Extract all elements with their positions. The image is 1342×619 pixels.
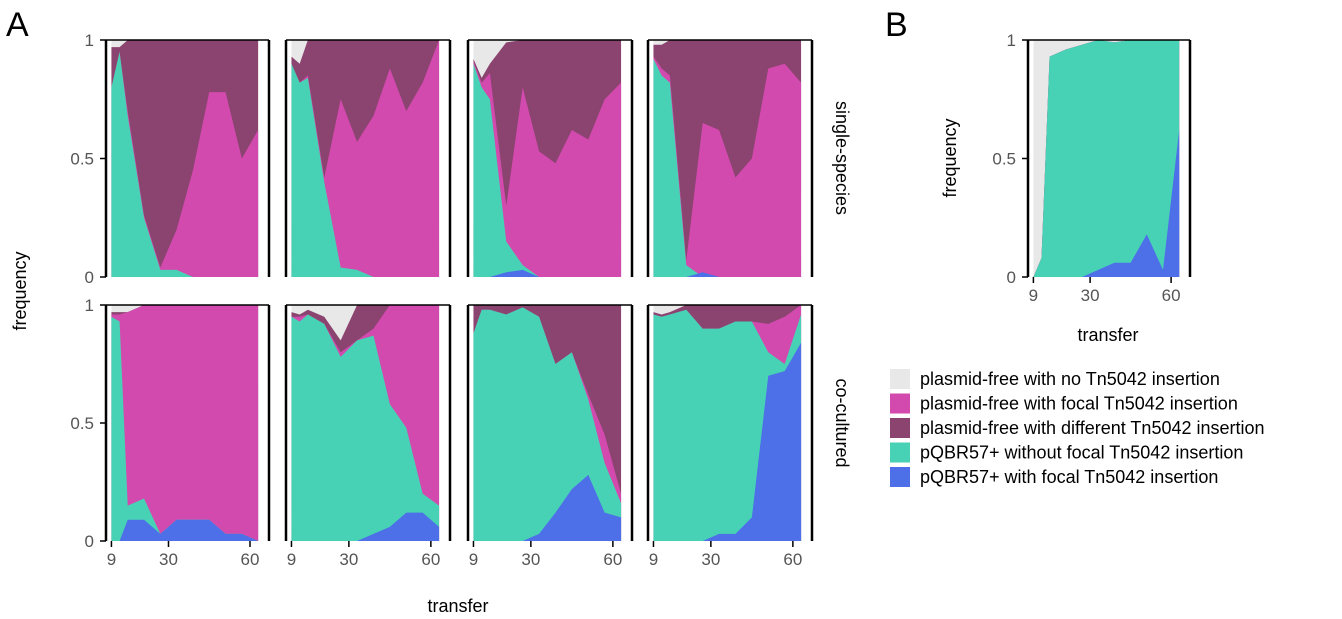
pink-area-panel-5 <box>111 305 259 541</box>
pink-area-panel-3 <box>473 61 622 277</box>
legend-item: plasmid-free with focal Tn5042 insertion <box>890 393 1238 414</box>
blue-area-panel-8 <box>653 342 802 541</box>
legend-swatch <box>890 467 910 487</box>
y-axis-label: frequency <box>10 251 30 330</box>
y-tick-label: 1 <box>85 31 94 50</box>
panel-3 <box>466 39 634 278</box>
legend-label: pQBR57+ without focal Tn5042 insertion <box>920 443 1243 463</box>
pink-area-panel-4 <box>653 56 802 278</box>
x-tick-label: 9 <box>287 550 296 569</box>
x-axis-label: transfer <box>427 596 488 616</box>
y-tick-label: 0.5 <box>992 150 1016 169</box>
blue-area-panel-9 <box>1033 130 1180 277</box>
x-tick-label: 9 <box>107 550 116 569</box>
panel-8: 9 30 60 <box>646 304 814 569</box>
b-x-axis-label: transfer <box>1077 325 1138 345</box>
y-tick-label: 0 <box>85 532 94 551</box>
b-y-axis-label: frequency <box>940 118 960 197</box>
blue-area-panel-6 <box>291 512 440 541</box>
x-tick-label: 30 <box>1081 286 1100 305</box>
teal-area-panel-5 <box>111 316 259 541</box>
panel-label-b: B <box>885 6 908 44</box>
x-tick-label: 60 <box>783 550 802 569</box>
teal-area-panel-6 <box>291 314 440 541</box>
x-tick-label: 9 <box>469 550 478 569</box>
panel-9: 0 0.5 1 9 30 60 <box>992 31 1192 305</box>
x-tick-label: 60 <box>603 550 622 569</box>
blue-area-panel-3 <box>473 269 622 277</box>
y-tick-label: 0.5 <box>70 414 94 433</box>
pink-area-panel-1 <box>111 51 259 277</box>
legend-item: plasmid-free with no Tn5042 insertion <box>890 369 1220 389</box>
facet-label-single-species: single-species <box>832 101 852 215</box>
panel-1: 00.51 <box>70 31 271 287</box>
y-tick-label: 0.5 <box>70 150 94 169</box>
panel-label-a: A <box>6 6 29 44</box>
panel-5: 0 0.5 1 9 30 60 <box>70 296 271 569</box>
teal-area-panel-4 <box>653 58 802 278</box>
legend-item: pQBR57+ without focal Tn5042 insertion <box>890 442 1243 463</box>
legend-label: plasmid-free with different Tn5042 inser… <box>920 418 1265 438</box>
panel-4 <box>646 39 814 278</box>
teal-area-panel-2 <box>291 63 440 278</box>
y-tick-label: 1 <box>1007 31 1016 50</box>
legend-swatch <box>890 369 910 389</box>
x-tick-label: 9 <box>649 550 658 569</box>
y-tick-label: 0 <box>1007 268 1016 287</box>
x-tick-label: 30 <box>159 550 178 569</box>
panel-6: 9 30 60 <box>284 304 452 569</box>
legend-swatch <box>890 442 910 463</box>
x-tick-label: 9 <box>1029 286 1038 305</box>
x-tick-label: 30 <box>701 550 720 569</box>
x-tick-label: 30 <box>339 550 358 569</box>
legend: plasmid-free with no Tn5042 insertion pla… <box>890 369 1265 487</box>
legend-label: pQBR57+ with focal Tn5042 insertion <box>920 467 1218 487</box>
x-tick-label: 60 <box>1162 286 1181 305</box>
y-tick-label: 1 <box>85 296 94 315</box>
legend-swatch <box>890 393 910 414</box>
blue-area-panel-7 <box>473 474 622 541</box>
x-tick-label: 30 <box>521 550 540 569</box>
teal-area-panel-9 <box>1033 40 1180 277</box>
x-tick-label: 60 <box>421 550 440 569</box>
legend-item: plasmid-free with different Tn5042 inser… <box>890 418 1265 438</box>
panel-7: 9 30 60 <box>466 304 634 569</box>
legend-swatch <box>890 418 910 438</box>
legend-label: plasmid-free with focal Tn5042 insertion <box>920 394 1238 414</box>
legend-item: pQBR57+ with focal Tn5042 insertion <box>890 467 1218 487</box>
teal-area-panel-3 <box>473 63 622 278</box>
teal-area-panel-1 <box>111 51 259 277</box>
blue-area-panel-5 <box>111 519 259 541</box>
y-tick-label: 0 <box>85 268 94 287</box>
panel-2 <box>284 39 452 278</box>
x-tick-label: 60 <box>241 550 260 569</box>
legend-label: plasmid-free with no Tn5042 insertion <box>920 369 1220 389</box>
facet-label-co-cultured: co-cultured <box>832 378 852 467</box>
